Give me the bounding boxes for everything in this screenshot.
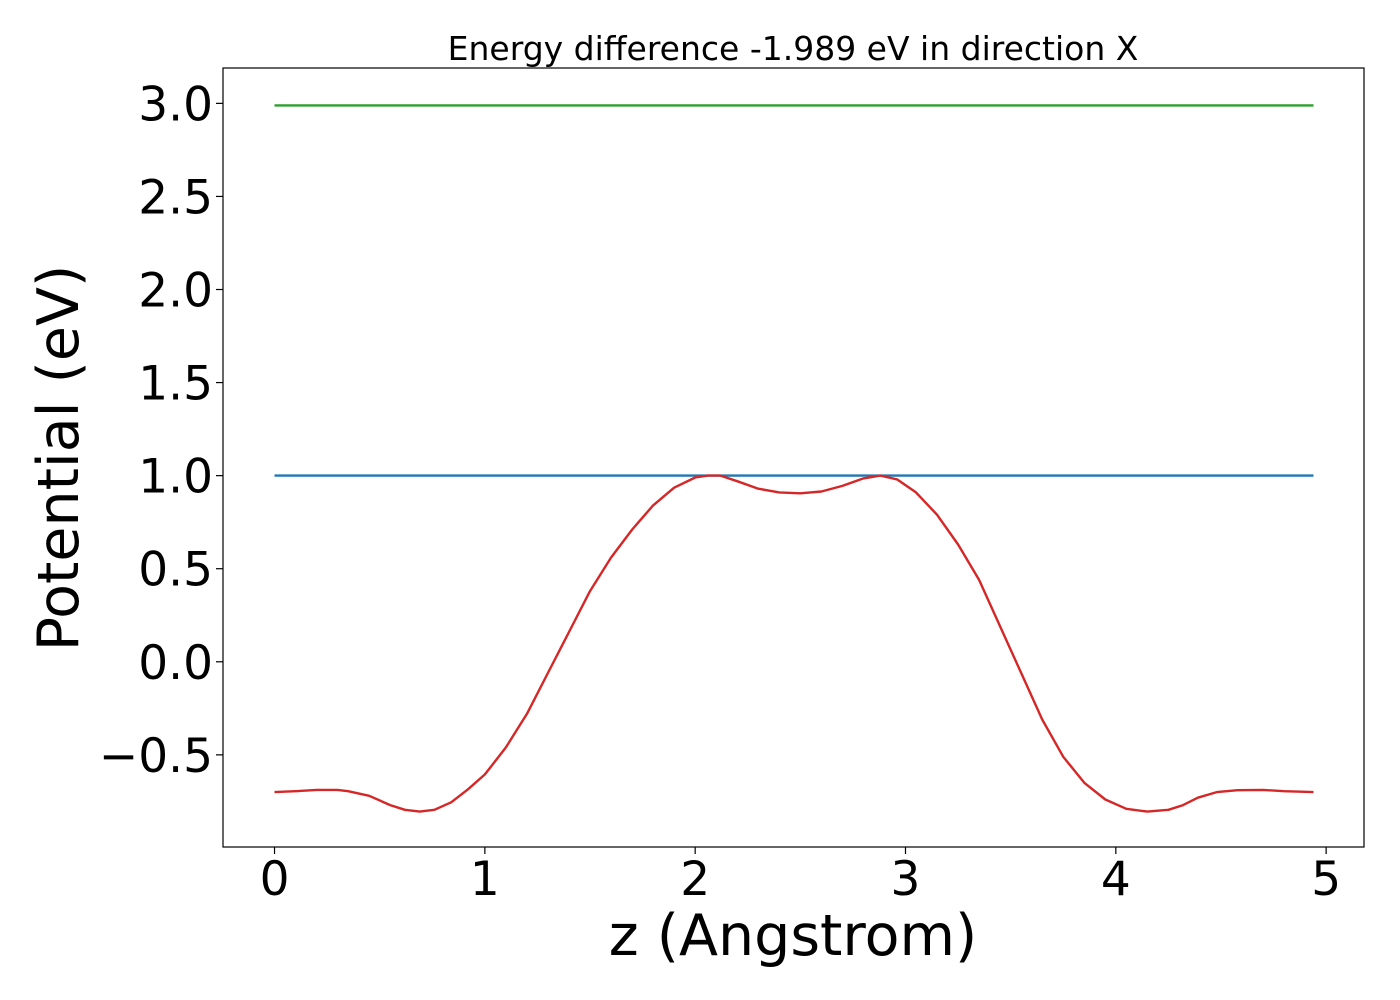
plot-area [222,67,1365,848]
y-axis: −0.5 0.0 0.5 1.0 1.5 2.0 2.5 3.0 [99,77,223,784]
x-tick-label: 0 [260,852,290,907]
y-tick-label: 3.0 [138,77,213,132]
y-tick-label: −0.5 [99,729,213,784]
y-tick-label: 2.0 [138,264,213,319]
chart-title: Energy difference -1.989 eV in direction… [448,29,1139,68]
x-tick-label: 1 [470,852,500,907]
x-tick-label: 4 [1101,852,1131,907]
y-tick-label: 1.0 [138,450,213,505]
y-axis-label: Potential (eV) [26,265,92,651]
plot-frame [222,67,1365,848]
x-tick-label: 2 [680,852,710,907]
y-tick-label: 1.5 [138,357,213,412]
x-tick-label: 3 [891,852,921,907]
y-tick-label: 0.5 [138,543,213,598]
x-axis: 0 1 2 3 4 5 [260,847,1341,907]
y-tick-label: 0.0 [138,636,213,691]
x-tick-label: 5 [1311,852,1341,907]
series-line-3 [274,474,1314,813]
y-tick-label: 2.5 [138,170,213,225]
x-axis-label: z (Angstrom) [609,903,977,969]
series-layer [274,104,1314,813]
